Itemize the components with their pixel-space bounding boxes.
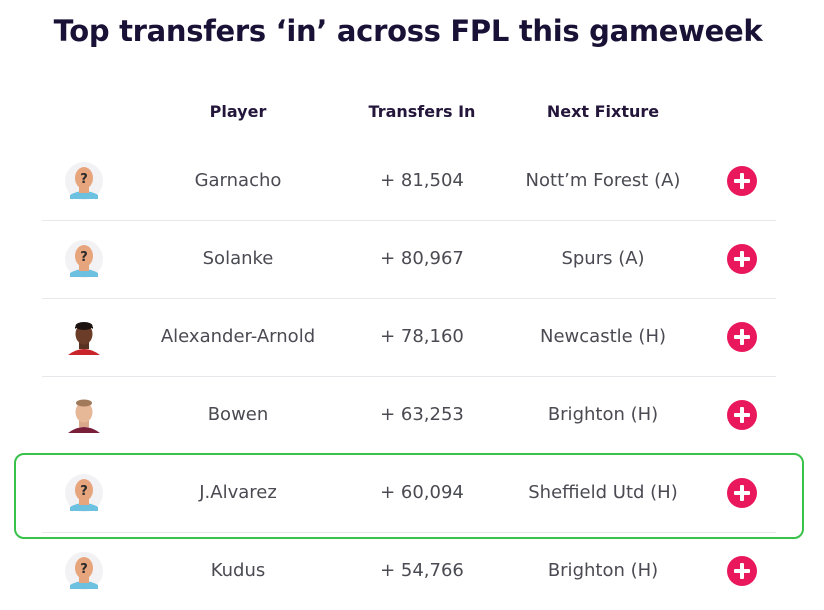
- placeholder-silhouette-icon: ?: [65, 162, 103, 200]
- player-photo-icon: [68, 399, 100, 433]
- transfers-in-value: + 60,094: [380, 482, 464, 503]
- player-name[interactable]: J.Alvarez: [199, 482, 277, 503]
- add-player-button[interactable]: [727, 400, 757, 430]
- transfers-in-value: + 80,967: [380, 248, 464, 269]
- svg-text:?: ?: [80, 484, 88, 499]
- player-photo-icon: [68, 322, 100, 355]
- table-row: Alexander-Arnold + 78,160 Newcastle (H): [42, 298, 776, 377]
- next-fixture: Sheffield Utd (H): [528, 482, 678, 503]
- svg-text:?: ?: [80, 562, 88, 577]
- player-name[interactable]: Kudus: [210, 560, 266, 581]
- add-player-button[interactable]: [727, 166, 757, 196]
- transfers-in-value: + 63,253: [380, 404, 464, 425]
- table-row: Bowen + 63,253 Brighton (H): [42, 376, 776, 455]
- next-fixture: Spurs (A): [561, 248, 645, 269]
- svg-text:?: ?: [80, 250, 88, 265]
- next-fixture: Newcastle (H): [540, 326, 666, 347]
- svg-text:?: ?: [80, 172, 88, 187]
- player-name[interactable]: Solanke: [202, 248, 274, 269]
- add-player-button[interactable]: [727, 478, 757, 508]
- placeholder-silhouette-icon: ?: [65, 552, 103, 590]
- table-row: ? Garnacho + 81,504 Nott’m Forest (A): [42, 142, 776, 221]
- placeholder-silhouette-icon: ?: [65, 474, 103, 512]
- column-header-player: Player: [209, 102, 267, 121]
- column-header-transfers-in: Transfers In: [368, 102, 476, 121]
- placeholder-silhouette-icon: ?: [65, 240, 103, 278]
- table-row: ? Kudus + 54,766 Brighton (H): [42, 532, 776, 610]
- transfers-in-value: + 78,160: [380, 326, 464, 347]
- table-header: Player Transfers In Next Fixture: [0, 102, 816, 126]
- add-player-button[interactable]: [727, 556, 757, 586]
- table-row: ? Solanke + 80,967 Spurs (A): [42, 220, 776, 299]
- add-player-button[interactable]: [727, 322, 757, 352]
- transfers-in-value: + 81,504: [380, 170, 464, 191]
- next-fixture: Brighton (H): [547, 404, 659, 425]
- next-fixture: Nott’m Forest (A): [525, 170, 681, 191]
- next-fixture: Brighton (H): [547, 560, 659, 581]
- column-header-next-fixture: Next Fixture: [546, 102, 660, 121]
- transfers-in-value: + 54,766: [380, 560, 464, 581]
- player-name[interactable]: Garnacho: [194, 170, 282, 191]
- table-row: ? J.Alvarez + 60,094 Sheffield Utd (H): [42, 454, 776, 533]
- player-name[interactable]: Bowen: [207, 404, 269, 425]
- add-player-button[interactable]: [727, 244, 757, 274]
- player-name[interactable]: Alexander-Arnold: [160, 326, 316, 347]
- page-title: Top transfers ‘in’ across FPL this gamew…: [53, 14, 763, 48]
